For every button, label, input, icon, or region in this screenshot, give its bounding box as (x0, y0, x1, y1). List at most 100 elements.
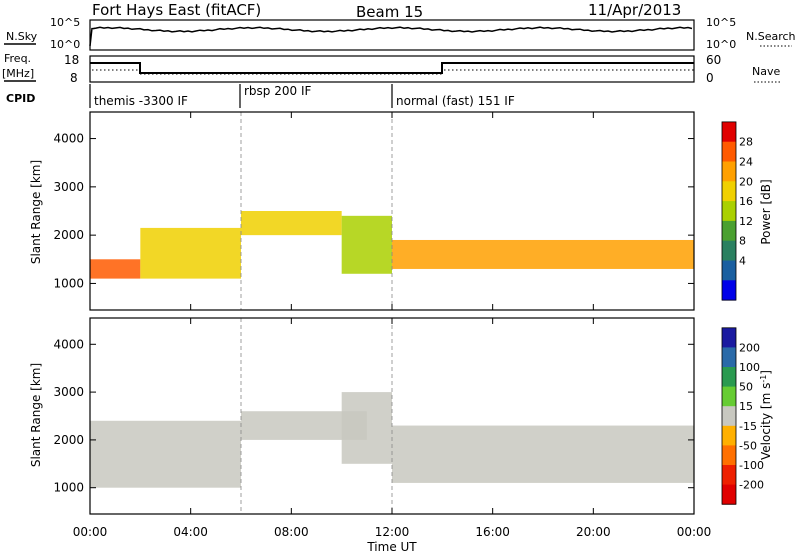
freq-ytick-top: 18 (64, 53, 79, 67)
velocity-xlabel: Time UT (366, 540, 417, 554)
power-colorbar-tick-6: 4 (739, 255, 746, 268)
velocity-colorbar-swatch-8 (722, 484, 736, 505)
nsky-ytick-top-right: 10^5 (706, 16, 736, 29)
power-colorbar-tick-1: 24 (739, 156, 753, 169)
nsky-panel: N.Sky 10^5 10^0 10^5 10^0 N.Search (4, 16, 796, 51)
cpid-panel: CPID themis -3300 IF rbsp 200 IF normal … (6, 84, 515, 108)
nsky-ytick-top: 10^5 (50, 16, 80, 29)
nave-label: Nave (752, 65, 780, 78)
velocity-ytick-label-1: 2000 (53, 433, 84, 447)
nsky-ytick-bottom-right: 10^0 (706, 38, 736, 51)
power-band-0 (90, 259, 141, 279)
freq-panel: Freq. [MHz] 18 8 60 0 Nave (2, 52, 782, 85)
power-colorbar-swatch-3 (722, 181, 736, 202)
power-colorbar-swatch-0 (722, 121, 736, 143)
power-band-2 (241, 211, 342, 236)
power-colorbar-swatch-2 (722, 161, 736, 182)
velocity-colorbar-label-sup: -1 (759, 375, 768, 383)
velocity-colorbar-tick-1: 100 (739, 361, 760, 374)
velocity-colorbar-tick-0: 200 (739, 341, 760, 354)
power-colorbar-frame (721, 121, 737, 301)
velocity-panel: 1000 2000 3000 4000 00:00 04:00 08:00 12:00 16:… (29, 317, 712, 554)
power-colorbar-swatch-7 (722, 260, 736, 281)
cpid-mode-normal: normal (fast) 151 IF (396, 94, 515, 108)
velocity-ylabel: Slant Range [km] (29, 363, 43, 467)
nsky-ytick-bottom: 10^0 (50, 38, 80, 51)
velocity-colorbar-label: Velocity [m s-1] (759, 370, 774, 460)
velocity-colorbar-tick-7: -200 (739, 479, 764, 492)
nave-ytick-top: 60 (706, 53, 721, 67)
power-colorbar: 28 24 20 16 12 8 4 (721, 121, 753, 301)
power-panel: 1000 2000 3000 4000 Slant Range [km] (29, 111, 695, 311)
velocity-colorbar-swatch-0 (722, 327, 736, 348)
velocity-colorbar-tick-5: -50 (739, 439, 757, 452)
velocity-colorbar-swatch-1 (722, 347, 736, 368)
beam-title: Beam 15 (356, 3, 423, 21)
velocity-colorbar-swatch-3 (722, 386, 736, 407)
velocity-colorbar: 200 100 50 15 -15 -50 -100 -200 (721, 327, 764, 505)
velocity-colorbar-tick-6: -100 (739, 459, 764, 472)
velocity-xtick-label-2: 08:00 (274, 525, 309, 539)
cpid-mode-rbsp: rbsp 200 IF (244, 84, 311, 98)
velocity-data-layer (90, 318, 694, 514)
velocity-colorbar-label-text: Velocity [m s (759, 383, 773, 460)
power-colorbar-tick-3: 16 (739, 195, 753, 208)
velocity-colorbar-swatch-6 (722, 445, 736, 466)
velocity-colorbar-swatch-5 (722, 425, 736, 446)
power-data-layer (90, 112, 694, 310)
power-band-1 (140, 227, 241, 279)
nave-ytick-bottom: 0 (706, 71, 714, 85)
station-title: Fort Hays East (fitACF) (92, 1, 261, 19)
power-colorbar-tick-2: 20 (739, 175, 753, 188)
power-colorbar-swatch-1 (722, 141, 736, 162)
nsky-line (89, 26, 693, 47)
power-colorbar-tick-0: 28 (739, 136, 753, 149)
power-colorbar-tick-5: 8 (739, 235, 746, 248)
power-ytick-label-3: 4000 (53, 132, 84, 146)
velocity-xtick-label-5: 20:00 (576, 525, 611, 539)
velocity-colorbar-tick-2: 50 (739, 381, 753, 394)
velocity-y-axis: 1000 2000 3000 4000 (53, 337, 694, 495)
velocity-xtick-label-3: 12:00 (375, 525, 410, 539)
freq-label: Freq. (4, 52, 31, 65)
power-colorbar-swatch-4 (722, 201, 736, 222)
power-colorbar-label: Power [dB] (759, 179, 773, 244)
power-ytick-label-2: 3000 (53, 180, 84, 194)
cpid-mode-themis: themis -3300 IF (94, 94, 188, 108)
nave-line (92, 69, 694, 75)
power-ylabel: Slant Range [km] (29, 160, 43, 264)
date-title: 11/Apr/2013 (588, 1, 681, 19)
power-ytick-label-1: 2000 (53, 228, 84, 242)
freq-unit-label: [MHz] (2, 67, 34, 80)
power-colorbar-swatch-6 (722, 240, 736, 261)
velocity-xtick-label-0: 00:00 (73, 525, 108, 539)
velocity-ytick-label-0: 1000 (53, 481, 84, 495)
velocity-colorbar-swatch-2 (722, 367, 736, 388)
power-colorbar-tick-4: 12 (739, 215, 753, 228)
velocity-colorbar-tick-4: -15 (739, 420, 757, 433)
velocity-x-axis: 00:00 04:00 08:00 12:00 16:00 20:00 00:00 (73, 318, 712, 539)
velocity-colorbar-label-end: ] (759, 370, 773, 375)
velocity-colorbar-swatch-7 (722, 465, 736, 486)
power-ytick-label-0: 1000 (53, 276, 84, 290)
velocity-band-2 (341, 392, 392, 464)
velocity-xtick-label-1: 04:00 (173, 525, 208, 539)
velocity-ytick-label-2: 3000 (53, 385, 84, 399)
velocity-xtick-label-4: 16:00 (475, 525, 510, 539)
freq-ytick-bottom: 8 (70, 71, 78, 85)
cpid-label: CPID (6, 92, 35, 105)
power-colorbar-swatch-5 (722, 220, 736, 242)
power-band-3 (341, 215, 392, 274)
velocity-colorbar-frame (721, 327, 737, 505)
power-colorbar-swatch-8 (722, 280, 736, 301)
velocity-colorbar-tick-3: 15 (739, 400, 753, 413)
power-band-4 (392, 239, 694, 269)
velocity-ytick-label-3: 4000 (53, 337, 84, 351)
power-y-axis: 1000 2000 3000 4000 (53, 112, 695, 310)
velocity-xtick-label-6: 00:00 (677, 525, 712, 539)
freq-line (90, 62, 694, 74)
nsearch-label: N.Search (746, 30, 796, 43)
velocity-band-3 (392, 425, 694, 483)
nsky-label: N.Sky (6, 30, 38, 43)
